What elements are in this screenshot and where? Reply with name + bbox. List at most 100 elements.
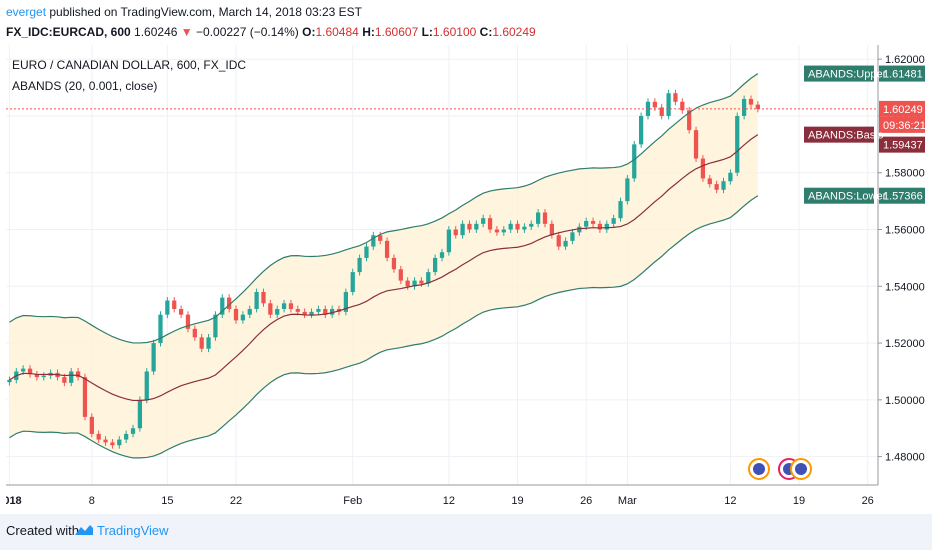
candle-body [474, 223, 479, 230]
countdown-tag: 09:36:21 [883, 120, 926, 132]
created-with-label: Created with [6, 523, 79, 538]
price-chart[interactable]: 1.620001.600001.580001.560001.540001.520… [6, 45, 926, 514]
candle-body [467, 223, 472, 230]
candle-body [254, 291, 259, 309]
time-tick-label: 8 [89, 495, 95, 507]
candle-body [549, 223, 554, 236]
candle-body [693, 130, 699, 159]
candle-body [419, 280, 424, 284]
candle-body [446, 229, 451, 253]
band-fill [9, 73, 758, 458]
low-value: 1.60100 [432, 25, 477, 39]
candle-body [110, 442, 115, 446]
candle-body [7, 379, 12, 383]
candle-body [69, 371, 74, 383]
down-arrow-icon: ▼ [180, 25, 193, 39]
candle-body [391, 257, 397, 270]
candle-body [501, 229, 506, 233]
candle-body [281, 303, 287, 309]
candle-body [206, 337, 211, 349]
last-price-tag: 1.60249 [883, 104, 923, 116]
candle-body [542, 212, 548, 224]
price-tick-label: 1.62000 [885, 54, 925, 66]
candle-body [755, 104, 760, 109]
candle-body [563, 240, 568, 247]
candle-body [659, 107, 664, 116]
upper-name-tag: ABANDS:Upper [808, 69, 887, 81]
candle-body [178, 309, 184, 315]
candles [6, 73, 878, 459]
time-tick-label: Mar [618, 495, 637, 507]
candle-body [364, 246, 369, 258]
tradingview-logo-icon [75, 525, 93, 535]
last-price-tag-bg [879, 100, 925, 117]
symbol-label[interactable]: FX_IDC:EURCAD, 600 [6, 25, 131, 39]
basis-name-tag-bg [804, 126, 874, 143]
candle-body [62, 377, 67, 383]
candle-body [597, 223, 603, 230]
candle-body [680, 101, 685, 111]
candle-body [275, 309, 280, 315]
candle-body [741, 98, 747, 116]
candle-body [21, 368, 26, 372]
candle-body [247, 309, 252, 315]
candle-body [398, 269, 403, 281]
candle-body [158, 314, 163, 344]
candle-body [748, 98, 754, 105]
candle-body [707, 178, 712, 185]
candle-body [481, 218, 486, 224]
candle-body [357, 257, 362, 273]
globe-icon [795, 463, 807, 475]
candle-body [632, 144, 637, 179]
candle-body [192, 328, 197, 338]
lower-value-tag-bg [879, 187, 925, 204]
tradingview-link[interactable]: TradingView [97, 523, 169, 538]
upper-value-tag: 1.61481 [883, 69, 923, 81]
candle-body [584, 221, 589, 227]
candle-body [343, 291, 349, 312]
candle-body [130, 428, 136, 434]
candle-body [666, 93, 671, 116]
price-tick-label: 1.54000 [885, 281, 925, 293]
candle-body [577, 226, 582, 233]
candle-body [535, 212, 541, 224]
basis-name-tag: ABANDS:Basis [808, 130, 884, 142]
time-tick-label: 12 [724, 495, 736, 507]
abands-lower-line [9, 195, 759, 459]
author-link[interactable]: everget [6, 5, 47, 19]
candle-body [378, 235, 383, 241]
time-tick-label: 19 [793, 495, 805, 507]
indicator-title: ABANDS (20, 0.001, close) [12, 79, 157, 93]
candle-body [371, 235, 376, 247]
price-tick-label: 1.48000 [885, 452, 925, 464]
candle-body [213, 314, 218, 338]
candle-body [34, 374, 40, 378]
price-change: −0.00227 (−0.14%) [196, 25, 299, 39]
candle-body [117, 439, 122, 446]
candle-body [652, 101, 657, 108]
event-icons[interactable] [748, 458, 812, 480]
candle-body [89, 416, 94, 434]
candle-body [384, 240, 390, 258]
candle-body [220, 297, 225, 315]
publish-info: everget published on TradingView.com, Ma… [6, 5, 362, 19]
candle-body [426, 272, 431, 284]
candle-body [638, 115, 644, 145]
time-tick-label: 12 [443, 495, 455, 507]
candle-body [199, 337, 204, 349]
candle-body [721, 181, 726, 190]
candle-body [529, 223, 534, 227]
time-tick-label: Feb [343, 495, 362, 507]
countdown-tag-bg [879, 116, 925, 133]
candle-body [323, 309, 328, 315]
candle-body [487, 218, 493, 230]
published-text: published on TradingView.com, March 14, … [49, 5, 363, 19]
candle-body [103, 439, 108, 443]
candle-body [728, 172, 733, 182]
candle-body [96, 433, 101, 440]
candle-body [233, 309, 239, 321]
time-axis: 2018 8 15 22 Feb 12 19 26 Mar 12 19 26 [6, 484, 878, 507]
candle-body [556, 235, 561, 247]
lower-value-tag: 1.57366 [883, 191, 923, 203]
